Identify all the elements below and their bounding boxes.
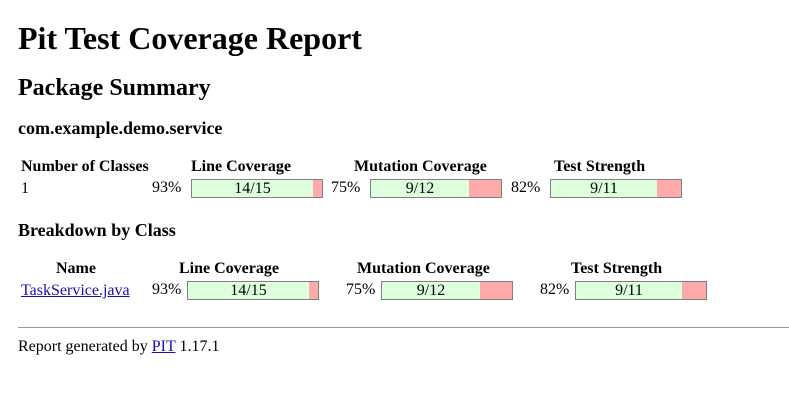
footer-divider [18,327,789,328]
line-coverage-bar-fill [188,282,309,299]
header-test-strength: Test Strength [571,260,663,277]
mutation-coverage-bar: 9/12 [381,281,513,300]
mutation-coverage-bar-fill [382,282,480,299]
test-strength-fraction: 9/11 [615,282,643,299]
mutation-coverage-fraction: 9/12 [416,282,446,299]
package-summary-heading: Package Summary [18,75,211,101]
test-strength-bar: 9/11 [550,179,682,198]
pit-link[interactable]: PIT [151,338,176,355]
mutation-coverage-bar: 9/12 [370,179,502,198]
header-mutation-coverage: Mutation Coverage [354,158,487,175]
header-mutation-coverage: Mutation Coverage [357,260,490,277]
number-of-classes-value: 1 [21,180,29,197]
line-coverage-bar: 14/15 [187,281,319,300]
header-line-coverage: Line Coverage [191,158,291,175]
footer-prefix: Report generated by [18,338,148,355]
header-line-coverage: Line Coverage [179,260,279,277]
page-title: Pit Test Coverage Report [18,20,362,56]
breakdown-heading: Breakdown by Class [18,220,176,240]
line-coverage-percent: 93% [152,281,182,298]
line-coverage-percent: 93% [152,179,182,196]
line-coverage-fraction: 14/15 [230,282,267,299]
test-strength-percent: 82% [511,179,541,196]
class-link-taskservice[interactable]: TaskService.java [21,282,130,299]
header-test-strength: Test Strength [554,158,646,175]
mutation-coverage-fraction: 9/12 [405,180,435,197]
test-strength-bar: 9/11 [575,281,707,300]
line-coverage-bar-fill [192,180,313,197]
mutation-coverage-percent: 75% [346,281,376,298]
test-strength-fraction: 9/11 [590,180,618,197]
footer-version: 1.17.1 [179,338,220,355]
line-coverage-bar: 14/15 [191,179,323,198]
test-strength-bar-fill [576,282,682,299]
package-name: com.example.demo.service [18,118,223,138]
header-name: Name [56,260,96,277]
header-number-of-classes: Number of Classes [21,158,149,175]
footer: Report generated by PIT 1.17.1 [18,337,219,357]
test-strength-percent: 82% [540,281,570,298]
mutation-coverage-percent: 75% [331,179,361,196]
line-coverage-fraction: 14/15 [234,180,271,197]
mutation-coverage-bar-fill [371,180,469,197]
test-strength-bar-fill [551,180,657,197]
